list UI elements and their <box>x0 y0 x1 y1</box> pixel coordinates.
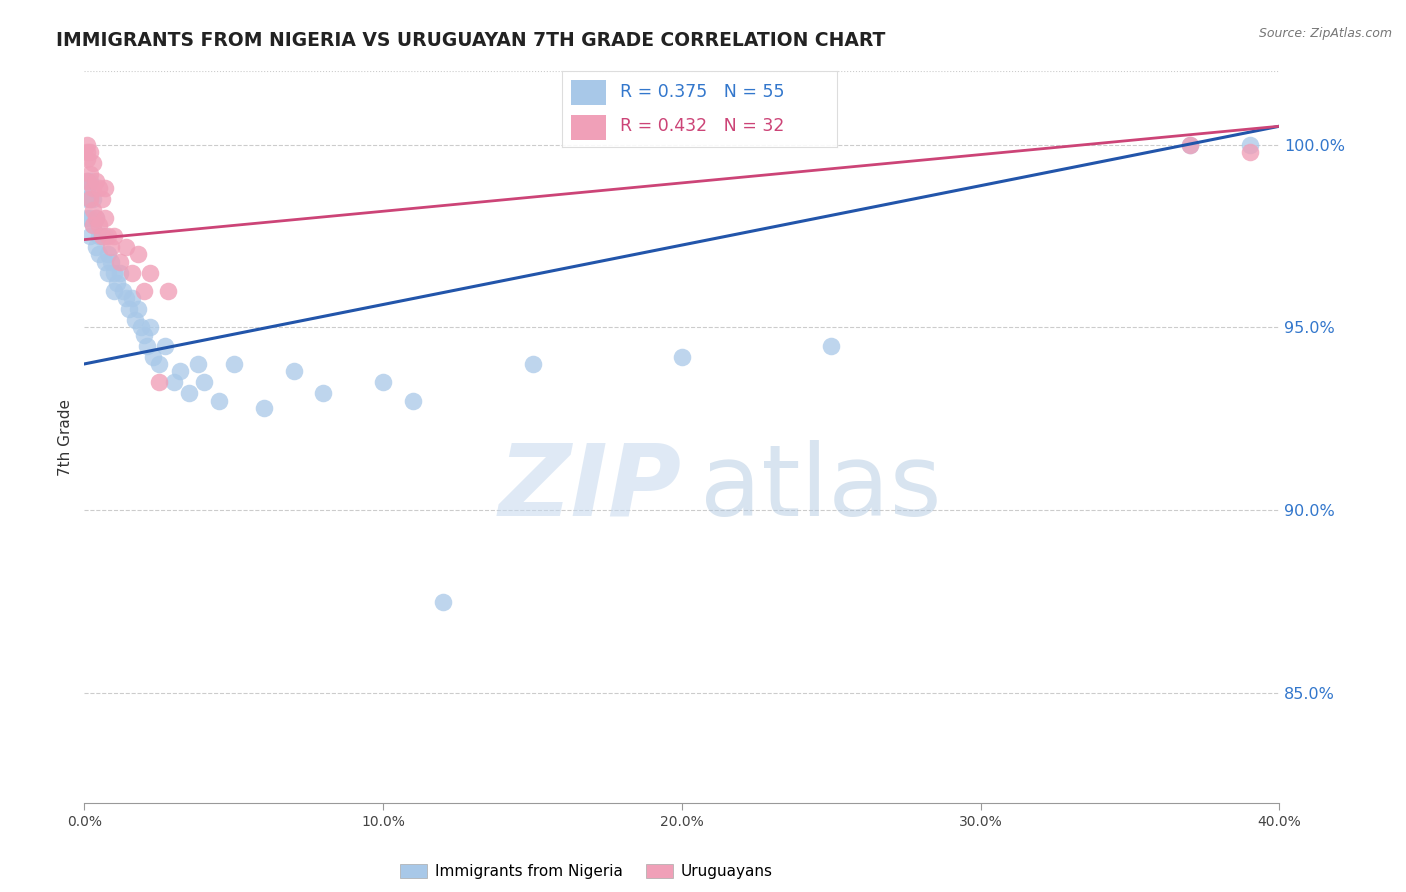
Point <box>402 393 425 408</box>
Point <box>671 350 693 364</box>
Text: atlas: atlas <box>700 440 942 537</box>
Point <box>129 320 152 334</box>
Point <box>371 375 394 389</box>
Point <box>82 155 104 169</box>
Point <box>82 218 104 232</box>
Point <box>127 247 149 261</box>
Point <box>79 228 101 243</box>
Point <box>100 240 122 254</box>
Point <box>82 193 104 207</box>
Point <box>115 240 138 254</box>
Point <box>157 284 180 298</box>
Point <box>79 193 101 207</box>
Point <box>76 174 98 188</box>
Point <box>91 228 114 243</box>
Point <box>91 228 114 243</box>
Point <box>132 327 156 342</box>
Point <box>1178 137 1201 152</box>
Point <box>193 375 215 389</box>
Point <box>127 301 149 317</box>
Point <box>94 181 117 195</box>
Point <box>253 401 276 415</box>
Point <box>94 211 117 225</box>
Point <box>97 228 120 243</box>
Point <box>94 228 117 243</box>
Point <box>1178 137 1201 152</box>
Bar <box>571 115 606 140</box>
Point <box>163 375 186 389</box>
Point <box>283 364 305 378</box>
Point <box>105 277 128 291</box>
Point <box>76 152 98 166</box>
Point <box>132 284 156 298</box>
Point <box>79 211 101 225</box>
Point <box>118 301 141 317</box>
Point <box>121 291 143 305</box>
Point <box>89 181 111 195</box>
Point <box>76 174 98 188</box>
Text: R = 0.375   N = 55: R = 0.375 N = 55 <box>620 83 785 101</box>
Point <box>76 193 98 207</box>
Point <box>177 386 200 401</box>
Point <box>522 357 544 371</box>
Point <box>136 339 159 353</box>
Point <box>103 284 125 298</box>
Legend: Immigrants from Nigeria, Uruguayans: Immigrants from Nigeria, Uruguayans <box>399 863 773 880</box>
Point <box>139 320 162 334</box>
Point <box>97 265 120 279</box>
Point <box>312 386 335 401</box>
Point <box>76 181 98 195</box>
Point <box>82 181 104 195</box>
Point <box>110 254 132 268</box>
Point <box>79 145 101 159</box>
Point <box>89 228 111 243</box>
Point <box>97 247 120 261</box>
Point <box>112 284 135 298</box>
Point <box>187 357 209 371</box>
Point <box>1239 145 1261 159</box>
Point <box>103 265 125 279</box>
Point <box>86 211 108 225</box>
Point <box>94 254 117 268</box>
Point <box>100 254 122 268</box>
Point <box>1239 137 1261 152</box>
Point <box>142 350 165 364</box>
Point <box>115 291 138 305</box>
Point <box>208 393 231 408</box>
Text: Source: ZipAtlas.com: Source: ZipAtlas.com <box>1258 27 1392 40</box>
Bar <box>571 80 606 104</box>
Point <box>148 357 170 371</box>
Point <box>432 594 454 608</box>
Text: R = 0.432   N = 32: R = 0.432 N = 32 <box>620 117 785 135</box>
Point <box>82 203 104 218</box>
Point <box>820 339 842 353</box>
Point <box>89 247 111 261</box>
Point <box>79 167 101 181</box>
Point <box>76 145 98 159</box>
Point <box>76 211 98 225</box>
Point <box>222 357 245 371</box>
Point <box>124 313 146 327</box>
Point <box>79 193 101 207</box>
Point <box>79 174 101 188</box>
Point <box>153 339 176 353</box>
Point <box>110 265 132 279</box>
Point <box>86 240 108 254</box>
Text: ZIP: ZIP <box>499 440 682 537</box>
Point <box>86 211 108 225</box>
Point <box>82 218 104 232</box>
Text: IMMIGRANTS FROM NIGERIA VS URUGUAYAN 7TH GRADE CORRELATION CHART: IMMIGRANTS FROM NIGERIA VS URUGUAYAN 7TH… <box>56 31 886 50</box>
Point <box>103 228 125 243</box>
Point <box>148 375 170 389</box>
Point <box>121 265 143 279</box>
Point <box>169 364 191 378</box>
Point <box>76 137 98 152</box>
Point <box>91 193 114 207</box>
Y-axis label: 7th Grade: 7th Grade <box>58 399 73 475</box>
Point <box>139 265 162 279</box>
Point <box>89 218 111 232</box>
Point <box>86 174 108 188</box>
